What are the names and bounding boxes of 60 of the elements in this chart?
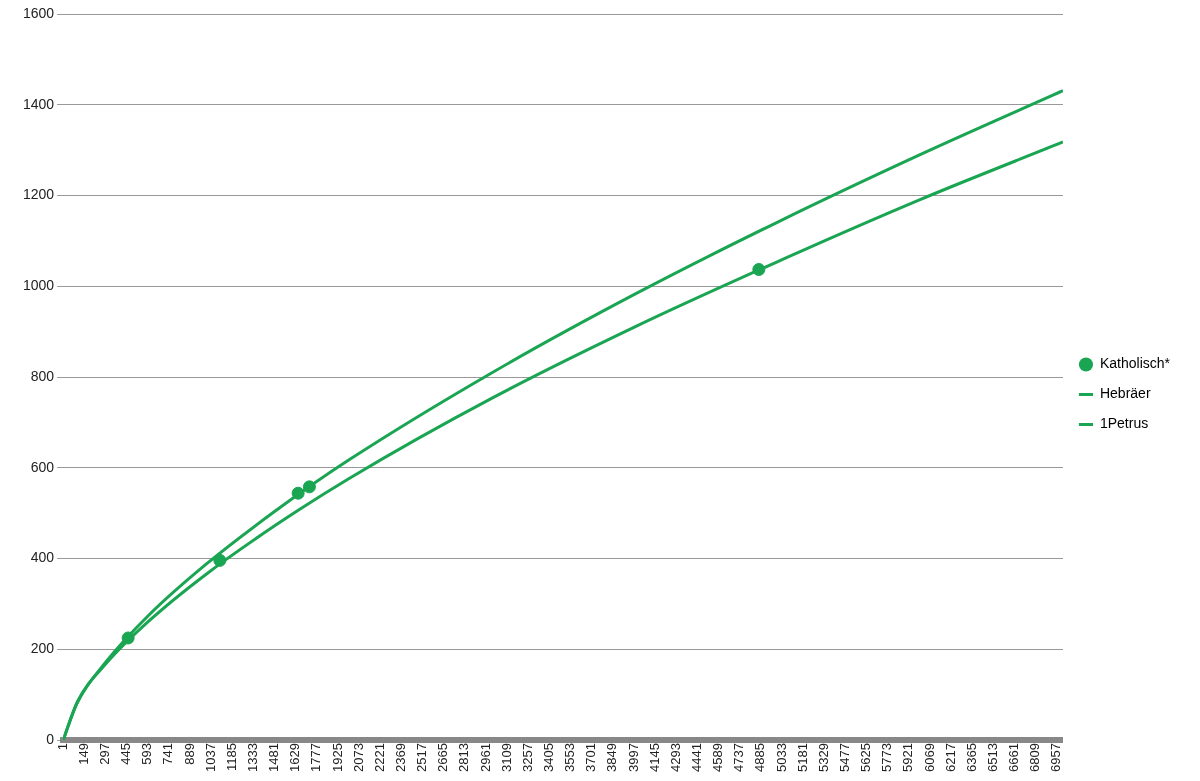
y-tick-label: 400: [30, 549, 55, 566]
x-tick-label: 1: [54, 743, 70, 751]
x-tick-label: 1185: [223, 743, 239, 772]
x-tick-label: 5181: [794, 743, 810, 772]
x-tick-label: 1481: [266, 743, 282, 772]
y-tick-label: 800: [30, 367, 55, 384]
x-tick-label: 3997: [625, 743, 641, 772]
x-tick-label: 4441: [688, 743, 704, 772]
x-tick-label: 3701: [583, 743, 599, 772]
y-tick-label: 1600: [22, 4, 55, 21]
x-tick-label: 2221: [371, 743, 387, 772]
legend-label: 1Petrus: [1099, 415, 1149, 432]
y-tick-label: 1400: [22, 95, 55, 112]
x-tick-label: 6661: [1006, 743, 1022, 772]
x-tick-label: 5625: [858, 743, 874, 772]
x-tick-label: 593: [139, 743, 155, 765]
x-tick-label: 6069: [921, 743, 937, 772]
x-tick-label: 2517: [414, 743, 430, 772]
x-tick-label: 6217: [942, 743, 958, 772]
x-tick-label: 2961: [477, 743, 493, 772]
x-tick-label: 5773: [879, 743, 895, 772]
x-tick-label: 6809: [1027, 743, 1043, 772]
x-tick-label: 2369: [392, 743, 408, 772]
x-tick-label: 5477: [836, 743, 852, 772]
x-tick-label: 2073: [350, 743, 366, 772]
x-tick-label: 6957: [1048, 743, 1064, 772]
x-tick-label: 3553: [562, 743, 578, 772]
x-tick-label: 4293: [667, 743, 683, 772]
y-tick-label: 1200: [22, 186, 55, 203]
legend-label: Katholisch*: [1099, 355, 1171, 372]
x-tick-label: 5033: [773, 743, 789, 772]
x-tick-label: 741: [160, 743, 176, 765]
y-tick-label: 600: [30, 458, 55, 475]
x-tick-label: 4737: [731, 743, 747, 772]
x-tick-label: 1333: [245, 743, 260, 772]
x-tick-label: 3849: [604, 743, 620, 772]
legend-label: Hebräer: [1099, 385, 1151, 402]
x-tick-label: 5921: [900, 743, 916, 772]
x-tick-label: 1777: [308, 743, 324, 772]
x-tick-label: 1037: [202, 743, 218, 772]
x-tick-label: 3405: [540, 743, 556, 772]
y-tick-label: 0: [46, 730, 55, 747]
x-tick-label: 6513: [984, 743, 1000, 772]
x-tick-label: 2813: [456, 743, 472, 772]
x-tick-label: 889: [181, 743, 197, 765]
x-tick-label: 1629: [287, 743, 303, 772]
x-tick-label: 4589: [710, 743, 726, 772]
y-tick-label: 1000: [22, 277, 55, 294]
x-tick-label: 6365: [963, 743, 979, 772]
x-tick-label: 4885: [752, 743, 768, 772]
x-tick-label: 297: [97, 743, 113, 765]
x-tick-label: 4145: [646, 743, 662, 772]
x-tick-label: 3257: [519, 743, 535, 772]
x-tick-label: 2665: [435, 743, 451, 772]
y-tick-label: 200: [30, 640, 55, 657]
x-tick-label: 445: [118, 743, 134, 765]
x-tick-label: 5329: [815, 743, 831, 772]
x-tick-label: 149: [75, 743, 91, 765]
x-tick-label: 1925: [329, 743, 345, 772]
x-tick-label: 3109: [498, 743, 514, 772]
